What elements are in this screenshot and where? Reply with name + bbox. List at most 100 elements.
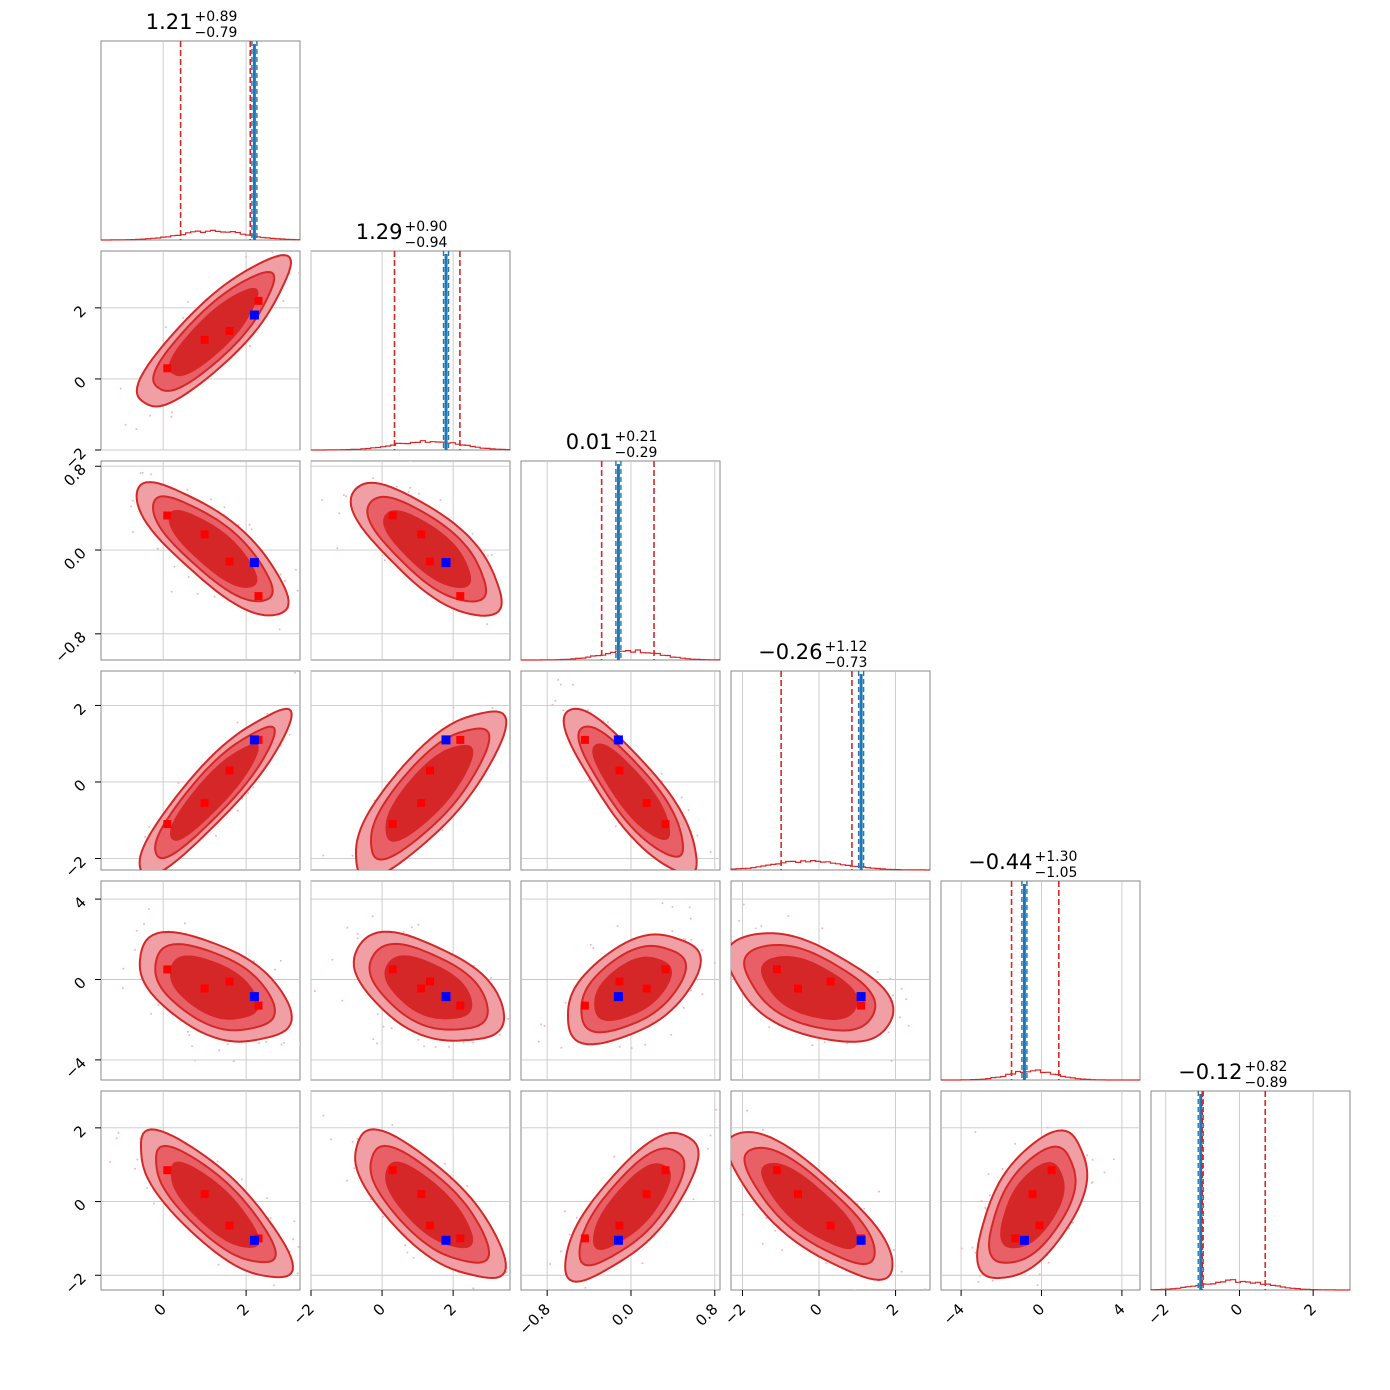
panel-contents xyxy=(130,471,299,631)
marker-point xyxy=(772,965,781,974)
sample-point xyxy=(447,1045,450,1048)
sample-point xyxy=(134,1167,137,1170)
sample-point xyxy=(587,709,589,712)
sample-point xyxy=(876,970,879,973)
sample-point xyxy=(252,960,255,963)
panel-contents xyxy=(960,1126,1115,1287)
sample-point xyxy=(846,1042,849,1045)
contour-inner xyxy=(592,1163,671,1250)
pair-panel-5-2 xyxy=(310,880,511,1081)
sample-point xyxy=(907,1024,910,1027)
marker-point xyxy=(580,735,589,744)
sample-point xyxy=(136,1158,139,1161)
sample-point xyxy=(761,1128,764,1131)
sample-point xyxy=(559,1250,562,1253)
reference-peak xyxy=(859,674,863,870)
sample-point xyxy=(462,1041,465,1044)
sample-point xyxy=(346,1179,349,1182)
sample-point xyxy=(141,471,144,474)
marker-point xyxy=(1035,1221,1044,1230)
y-tick-label: −0.8 xyxy=(51,628,89,666)
sample-point xyxy=(390,1027,393,1030)
pairwise-panels xyxy=(91,250,1141,1310)
marker-point xyxy=(163,364,172,373)
sample-point xyxy=(164,326,167,329)
marker-point xyxy=(456,1001,465,1010)
sample-point xyxy=(811,1044,814,1047)
sample-point xyxy=(226,1043,229,1046)
sample-point xyxy=(898,1016,901,1019)
sample-point xyxy=(892,994,895,997)
sample-point xyxy=(395,485,398,488)
sample-point xyxy=(1103,1171,1106,1174)
sample-point xyxy=(288,733,291,736)
sample-point xyxy=(696,834,699,837)
sample-point xyxy=(296,589,299,592)
sample-point xyxy=(507,1017,510,1020)
marker-point xyxy=(225,1221,234,1230)
sample-point xyxy=(322,1114,325,1117)
x-tick-label: 2 xyxy=(440,1300,459,1319)
y-tick-label: 0 xyxy=(70,776,89,795)
diagonal-panel-6: −0.12 +0.82−0.89 xyxy=(1150,1059,1351,1291)
sample-point xyxy=(182,316,185,319)
sample-point xyxy=(213,595,216,598)
pair-panel-4-3 xyxy=(520,670,721,871)
sample-point xyxy=(466,1185,469,1188)
marker-point xyxy=(417,984,426,993)
sample-point xyxy=(768,1026,771,1029)
sample-point xyxy=(423,1045,425,1048)
sample-point xyxy=(575,1216,578,1219)
y-tick-label: 2 xyxy=(70,1122,89,1141)
sample-point xyxy=(279,959,282,962)
sample-point xyxy=(91,934,93,936)
marker-point xyxy=(1011,1234,1020,1243)
sample-point xyxy=(939,1040,941,1042)
sample-point xyxy=(709,1134,712,1137)
x-tick-label: −0.8 xyxy=(516,1300,554,1338)
sample-point xyxy=(543,1024,546,1027)
sample-point xyxy=(149,414,151,417)
sample-point xyxy=(298,272,300,274)
sample-point xyxy=(688,906,691,909)
sample-point xyxy=(188,1034,191,1037)
sample-point xyxy=(271,251,274,253)
sample-point xyxy=(383,559,386,562)
sample-point xyxy=(853,1289,856,1290)
sample-point xyxy=(351,1140,354,1143)
marker-point xyxy=(426,766,434,775)
sample-point xyxy=(278,628,281,631)
sample-point xyxy=(900,1270,903,1273)
marker-point xyxy=(388,965,397,974)
panel-title: −0.26 xyxy=(758,640,822,664)
sample-point xyxy=(452,706,455,709)
sample-point xyxy=(328,1301,330,1303)
diagonal-panel-4: −0.26 +1.12−0.73 xyxy=(730,639,931,871)
sample-point xyxy=(147,908,150,911)
sample-point xyxy=(265,1041,268,1043)
sample-point xyxy=(170,415,173,418)
sample-point xyxy=(269,1217,272,1220)
sample-point xyxy=(984,1206,987,1209)
sample-point xyxy=(573,1308,575,1310)
title-upper-error: +1.12 xyxy=(825,639,868,655)
sample-point xyxy=(356,937,359,940)
sample-point xyxy=(372,1038,375,1041)
sample-point xyxy=(512,1250,514,1252)
sample-point xyxy=(342,494,345,497)
sample-point xyxy=(153,1202,155,1205)
sample-point xyxy=(122,967,125,970)
sample-point xyxy=(404,1244,407,1247)
contour-inner xyxy=(385,744,474,842)
reference-marker xyxy=(856,1235,866,1245)
x-tick-label: −2 xyxy=(1144,1300,1172,1328)
sample-point xyxy=(901,1296,903,1298)
sample-point xyxy=(682,1006,685,1009)
y-tick-label: −2 xyxy=(61,853,89,881)
pair-panel-5-4 xyxy=(730,880,941,1081)
sample-point xyxy=(409,486,412,489)
reference-marker xyxy=(613,992,623,1002)
sample-point xyxy=(296,1272,299,1275)
y-tick-label: 0.8 xyxy=(60,460,90,490)
